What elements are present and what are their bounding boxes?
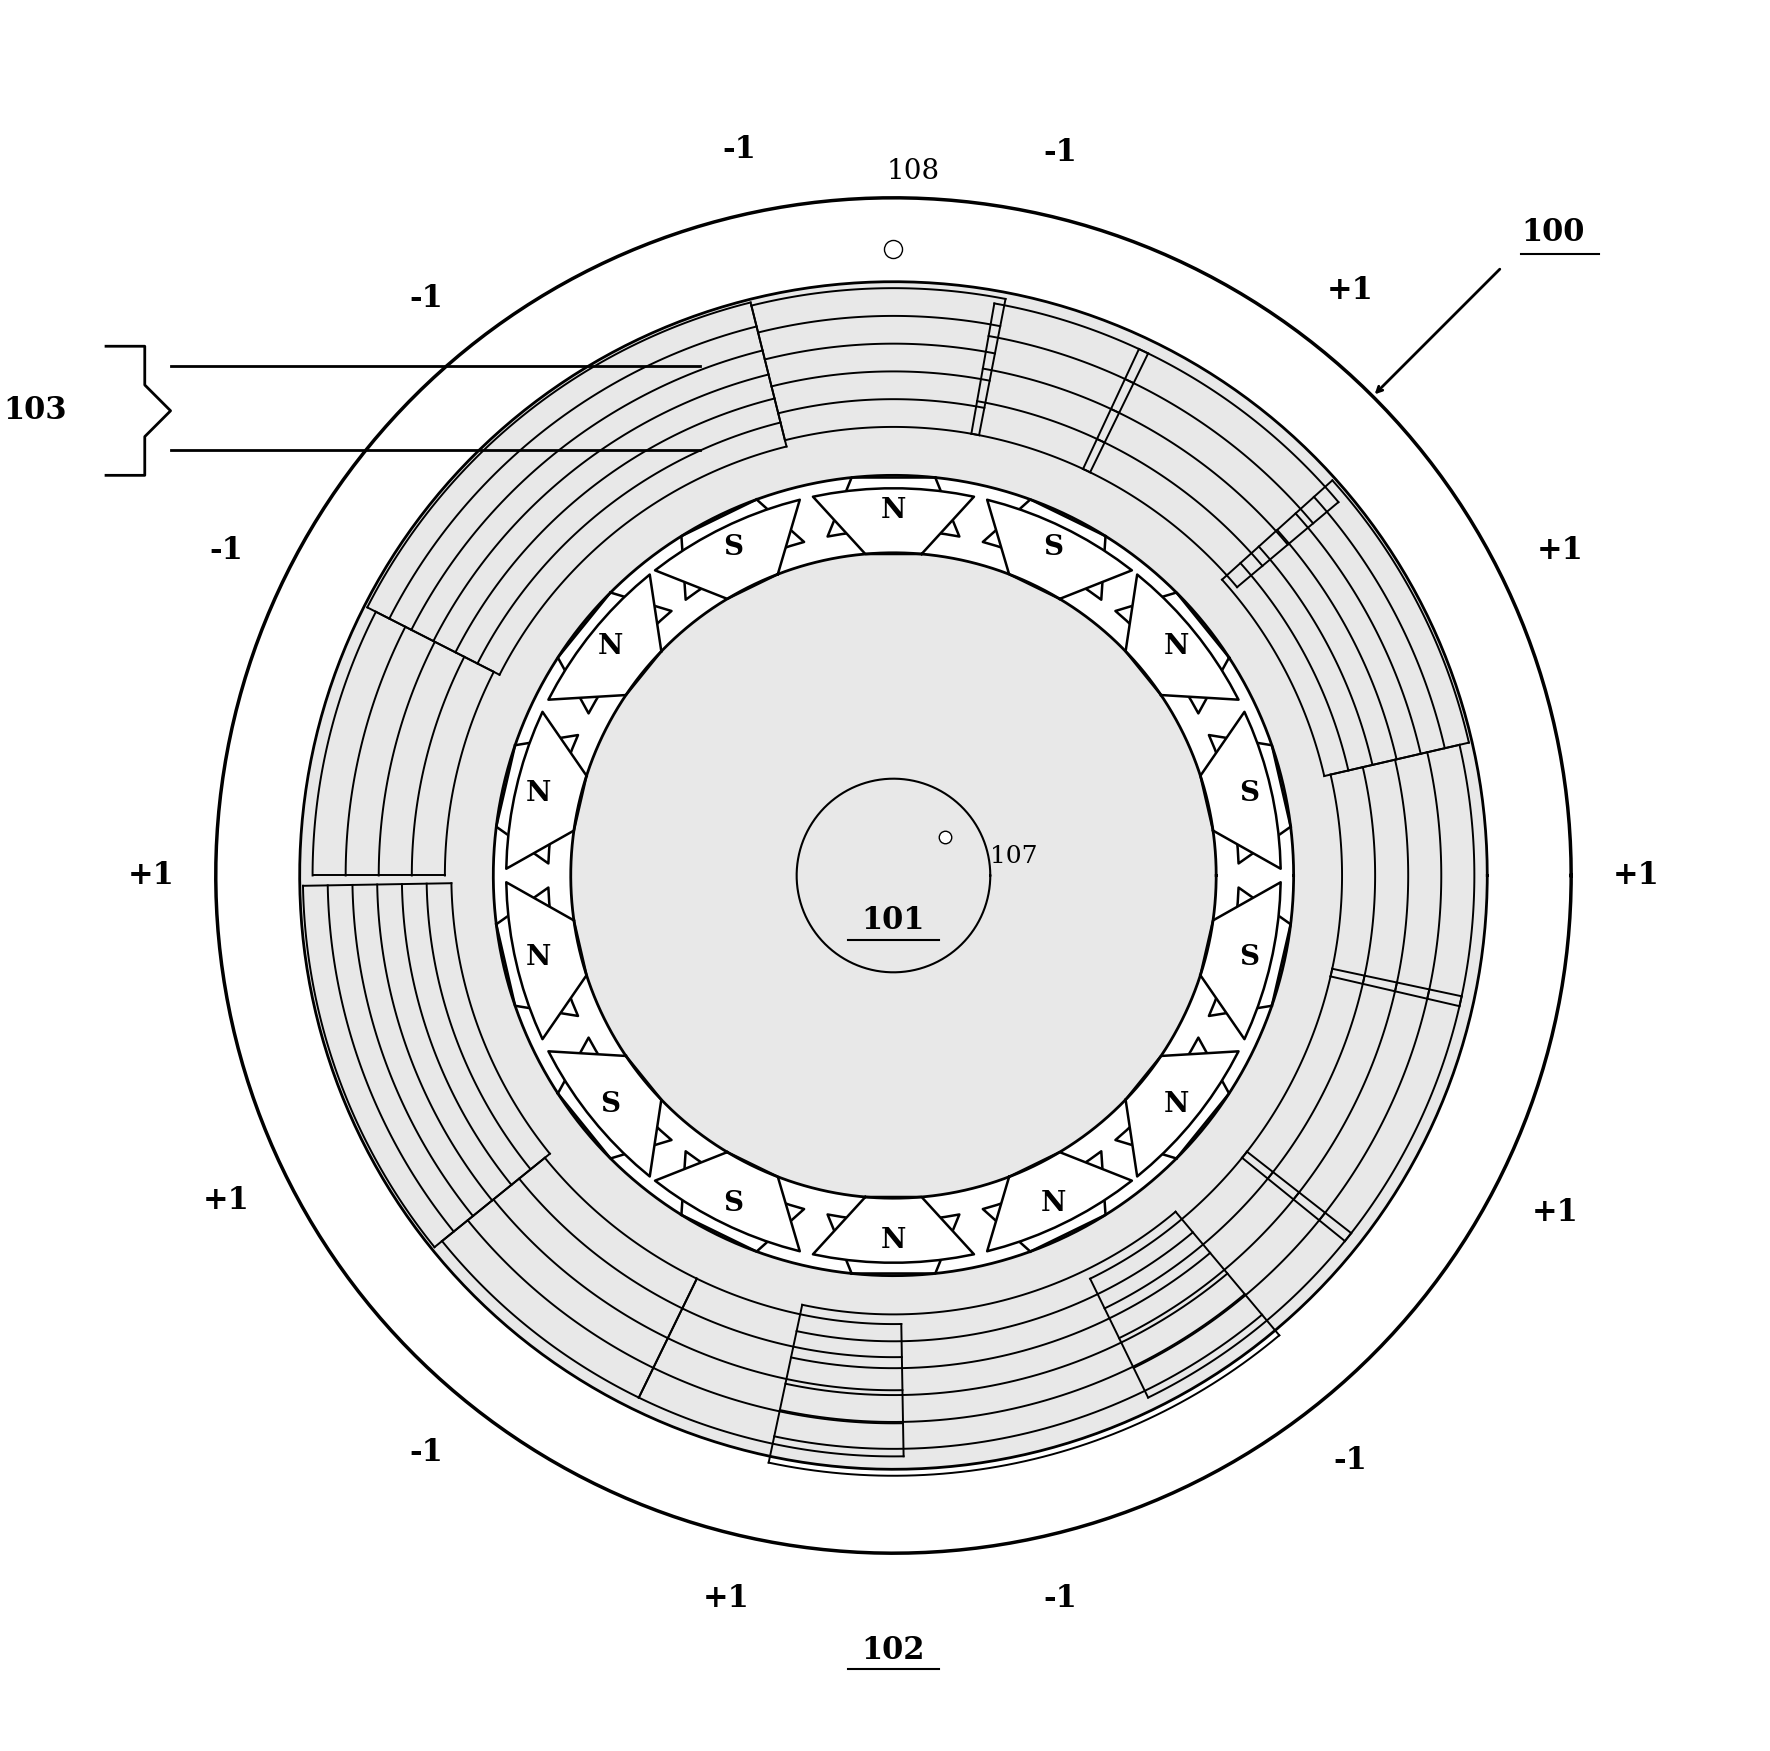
Polygon shape [812,1198,974,1262]
Polygon shape [1209,888,1290,1016]
Text: 107: 107 [989,844,1037,868]
Polygon shape [549,574,662,700]
Text: 108: 108 [887,158,940,186]
Text: +1: +1 [1531,1198,1579,1227]
Text: +1: +1 [127,860,175,891]
Text: N: N [1165,1091,1189,1119]
Text: S: S [1239,779,1258,807]
Text: S: S [724,534,743,562]
Text: S: S [600,1091,620,1119]
Text: N: N [526,779,550,807]
Text: +1: +1 [1536,534,1584,566]
Polygon shape [1209,735,1290,863]
Text: -1: -1 [209,534,242,566]
Polygon shape [828,478,959,536]
Text: S: S [724,1189,743,1217]
Text: 103: 103 [4,396,67,425]
Text: -1: -1 [1333,1445,1366,1476]
Circle shape [570,553,1216,1198]
Text: N: N [526,944,550,972]
Polygon shape [496,888,579,1016]
Polygon shape [496,735,579,863]
Text: -1: -1 [1044,137,1078,168]
Text: N: N [598,632,623,660]
Text: 102: 102 [862,1634,926,1665]
Polygon shape [549,1051,662,1177]
Polygon shape [506,883,586,1038]
Text: +1: +1 [703,1583,750,1614]
Polygon shape [1200,713,1281,868]
Text: S: S [1043,534,1064,562]
Polygon shape [558,592,671,713]
Polygon shape [988,1152,1131,1252]
Polygon shape [655,499,800,599]
Text: 100: 100 [1520,217,1584,249]
Text: -1: -1 [409,284,442,313]
Polygon shape [828,1215,959,1273]
Polygon shape [681,1150,804,1252]
Text: -1: -1 [1044,1583,1078,1614]
Text: N: N [1165,632,1189,660]
Text: N: N [1041,1189,1066,1217]
Text: -1: -1 [409,1438,442,1467]
Text: -1: -1 [722,135,756,165]
Polygon shape [1126,574,1239,700]
Text: +1: +1 [1612,860,1658,891]
Text: S: S [1239,944,1258,972]
Polygon shape [982,1150,1106,1252]
Polygon shape [1200,883,1281,1038]
Polygon shape [1115,1038,1228,1159]
Text: +1: +1 [204,1185,250,1217]
Polygon shape [681,499,804,601]
Polygon shape [982,499,1106,601]
Polygon shape [506,713,586,868]
Text: 101: 101 [862,905,926,937]
Polygon shape [1126,1051,1239,1177]
Polygon shape [1115,592,1228,713]
Polygon shape [988,499,1131,599]
Polygon shape [299,282,1487,1469]
Text: N: N [881,1227,906,1254]
Text: +1: +1 [1328,275,1374,306]
Polygon shape [558,1038,671,1159]
Text: N: N [881,497,906,524]
Polygon shape [655,1152,800,1252]
Polygon shape [812,489,974,553]
